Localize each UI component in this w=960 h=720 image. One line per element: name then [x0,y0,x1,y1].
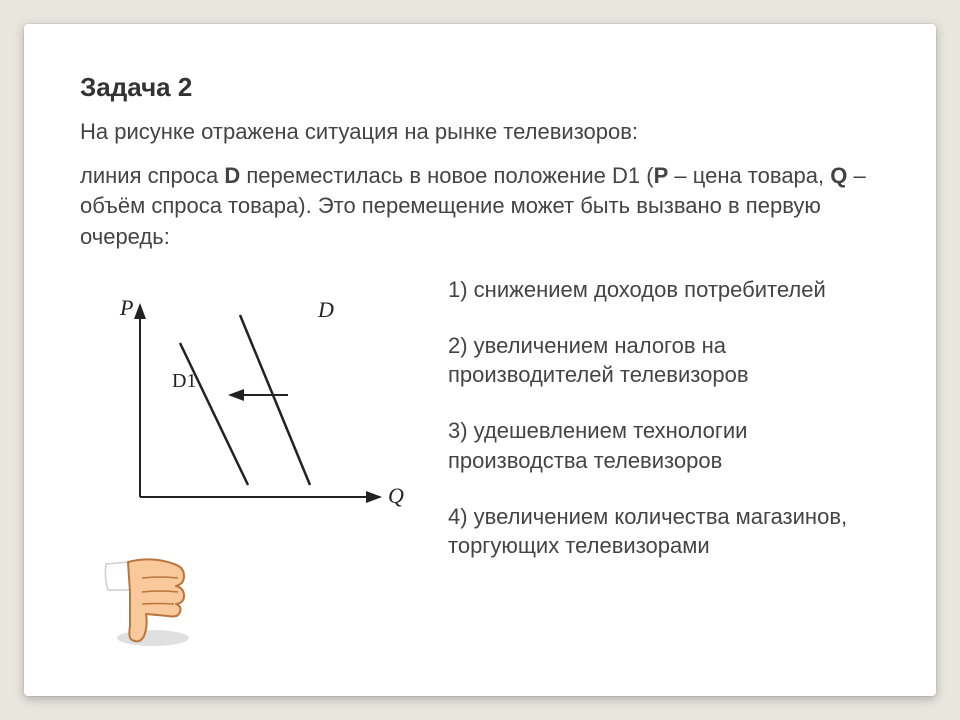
option-2: 2) увеличением налогов на производителей… [448,331,880,390]
body-text: линия спроса D переместилась в новое пол… [80,161,880,253]
option-1: 1) снижением доходов потребителей [448,275,880,305]
y-axis-label: P [119,295,133,320]
d1-label: D1 [172,370,196,392]
body-b2: P [654,163,669,188]
body-mid2: – цена товара, [668,163,830,188]
answer-options: 1) снижением доходов потребителей 2) уве… [448,275,880,561]
left-column: P Q D D1 [80,275,420,653]
demand-chart: P Q D D1 [80,275,420,535]
option-4: 4) увеличением количества магазинов, тор… [448,502,880,561]
option-3: 3) удешевлением технологии производства … [448,416,880,475]
body-b3: Q [830,163,847,188]
intro-text: На рисунке отражена ситуация на рынке те… [80,117,880,147]
task-title: Задача 2 [80,72,880,103]
body-b1: D [224,163,240,188]
x-axis-label: Q [388,483,404,508]
d-label: D [317,297,334,322]
thumbs-down-icon [98,548,208,648]
body-pre: линия спроса [80,163,224,188]
content-row: P Q D D1 1) снижением доходов потребител… [80,275,880,653]
body-mid1: переместилась в новое положение D1 ( [240,163,653,188]
slide-card: Задача 2 На рисунке отражена ситуация на… [24,24,936,696]
curve-d [240,315,310,485]
curve-d1 [180,343,248,485]
